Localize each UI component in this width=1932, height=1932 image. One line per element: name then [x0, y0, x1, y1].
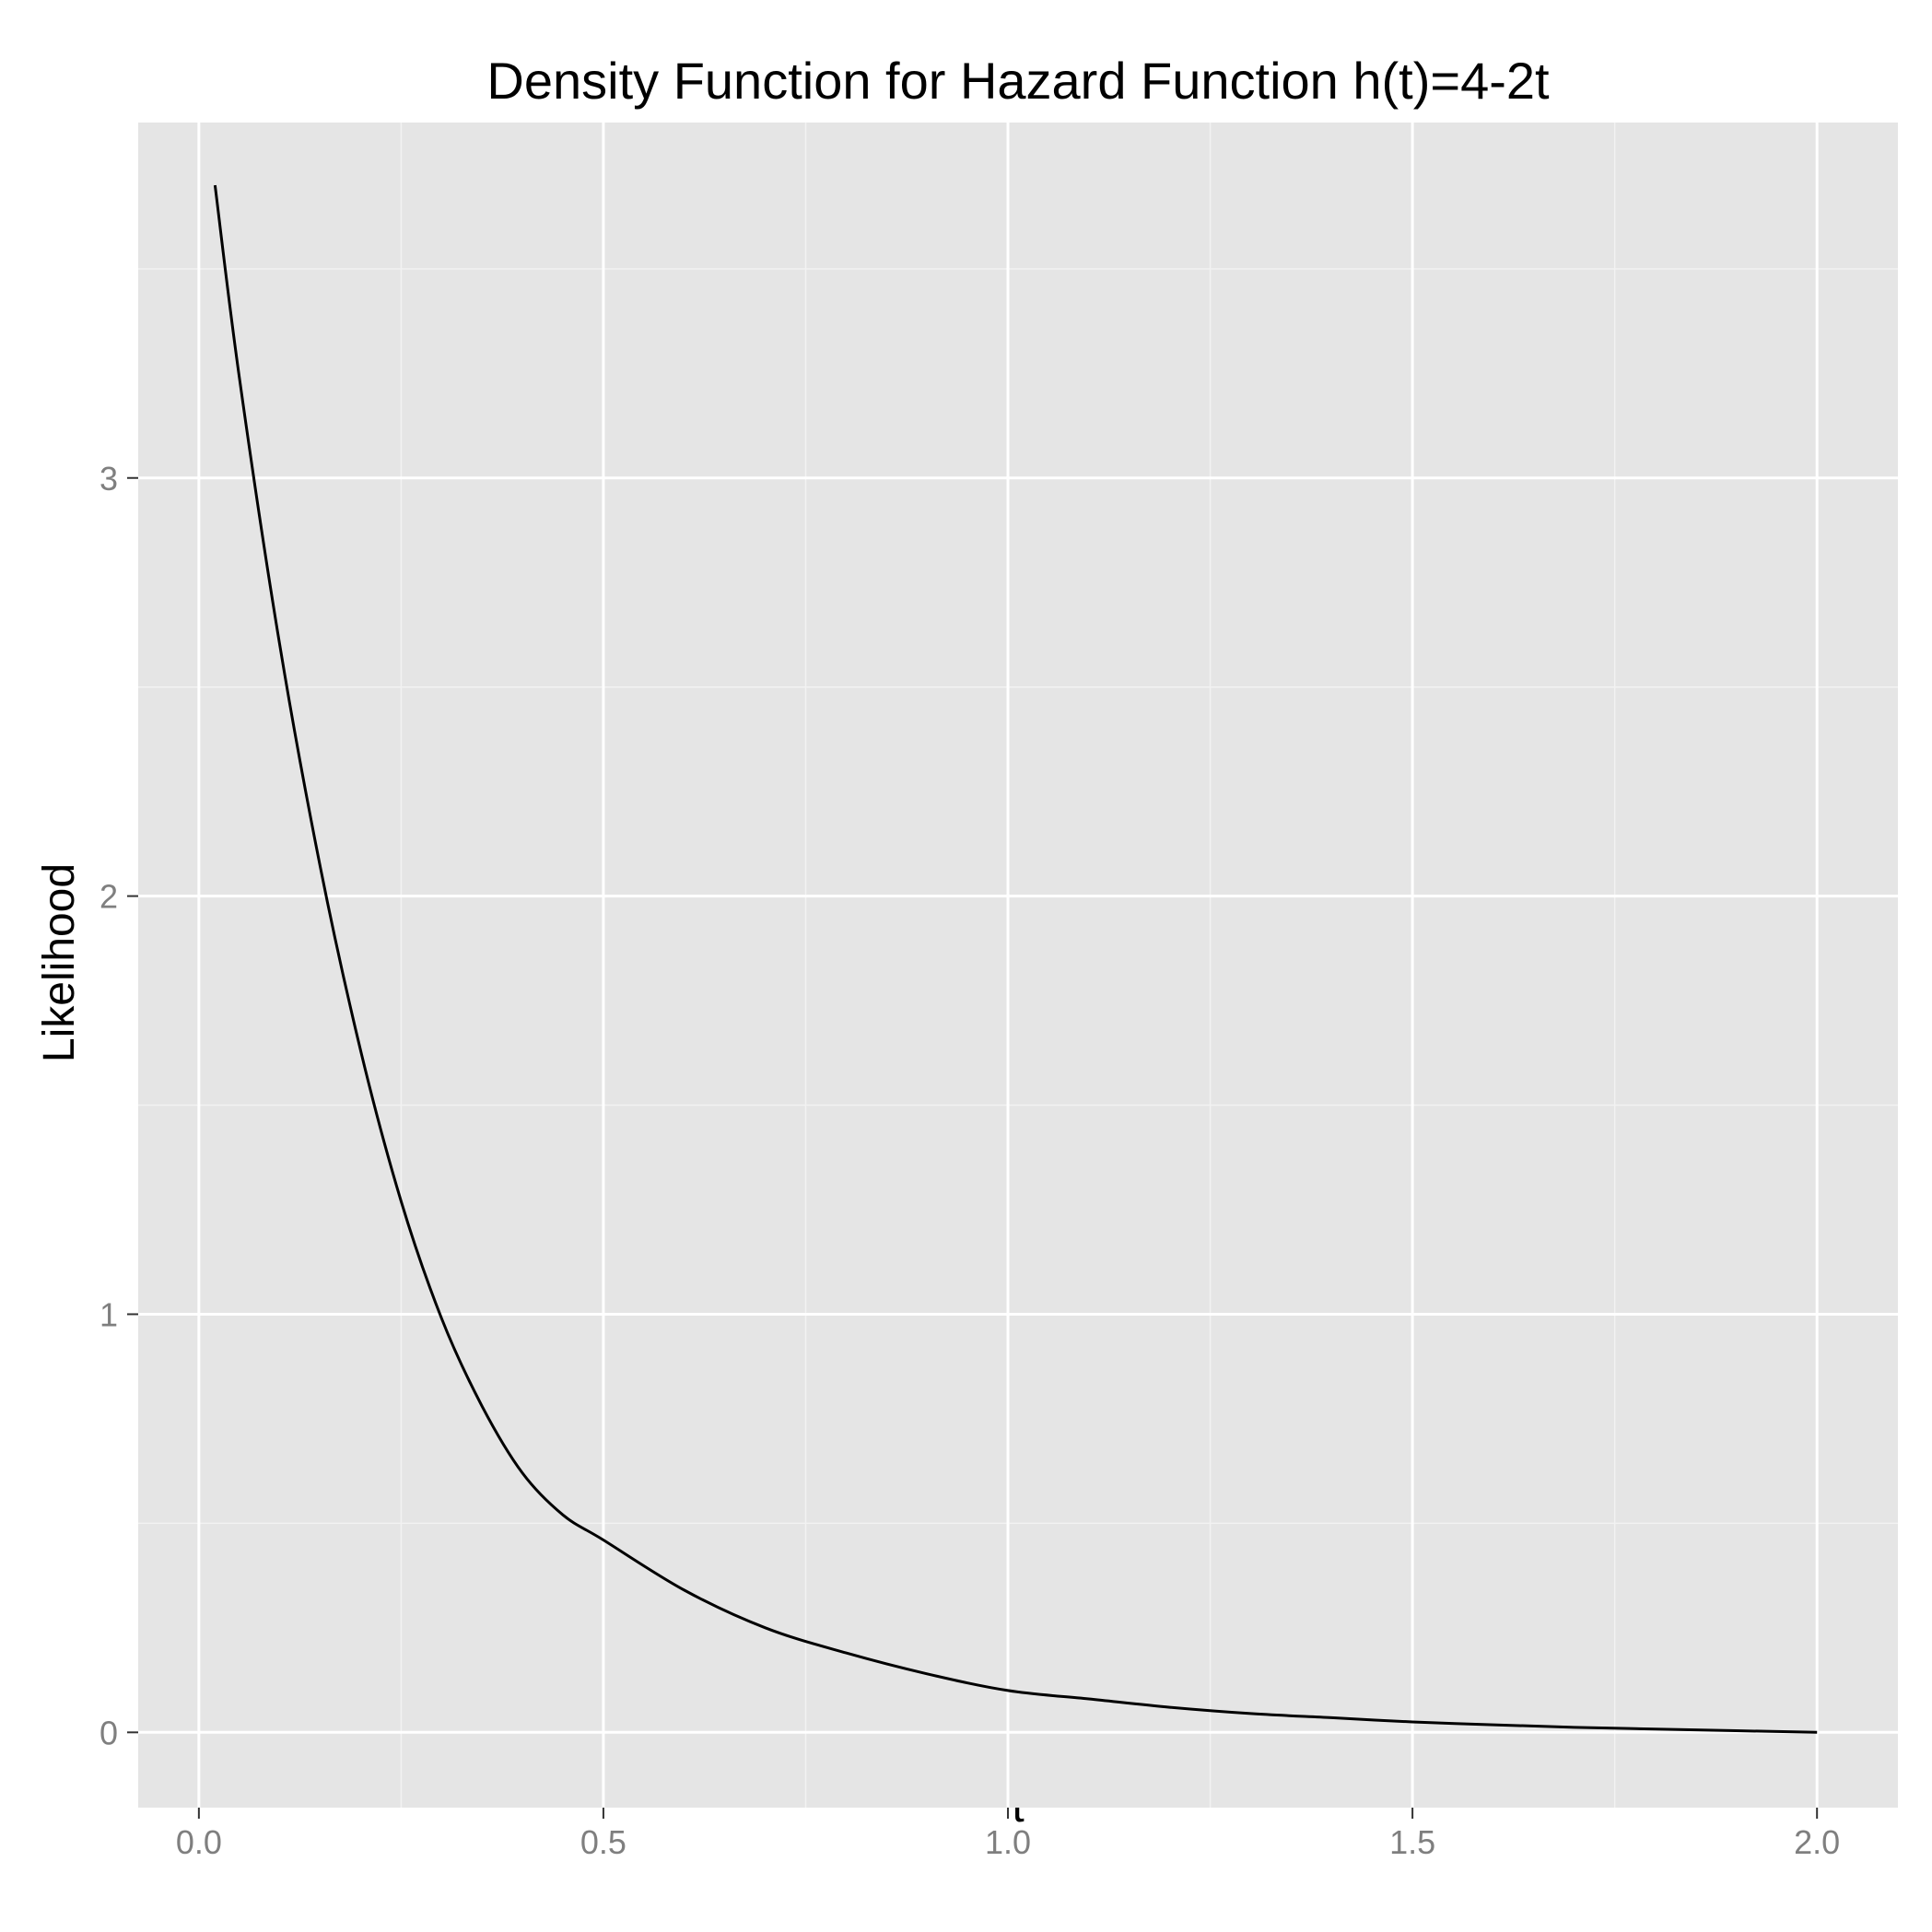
axis-ticks: [127, 476, 1819, 1819]
x-tick-label: 1.0: [985, 1823, 1031, 1861]
plot-panel: [138, 123, 1898, 1808]
tick-labels: 0.0 0.5 1.0 1.5 2.0 0 1 2 3: [100, 460, 1840, 1861]
x-tick-label: 0.0: [176, 1823, 222, 1861]
x-tick-label: 1.5: [1389, 1823, 1435, 1861]
chart-title: Density Function for Hazard Function h(t…: [486, 52, 1550, 110]
y-tick-label: 2: [100, 878, 118, 916]
minor-grid: [138, 123, 1898, 1808]
x-tick-label: 0.5: [580, 1823, 626, 1861]
y-tick-label: 3: [100, 460, 118, 498]
density-line: [213, 184, 1818, 1734]
y-tick-label: 1: [100, 1295, 118, 1333]
major-grid: [138, 123, 1898, 1808]
y-tick-label: 0: [100, 1714, 118, 1751]
x-tick-label: 2.0: [1794, 1823, 1840, 1861]
